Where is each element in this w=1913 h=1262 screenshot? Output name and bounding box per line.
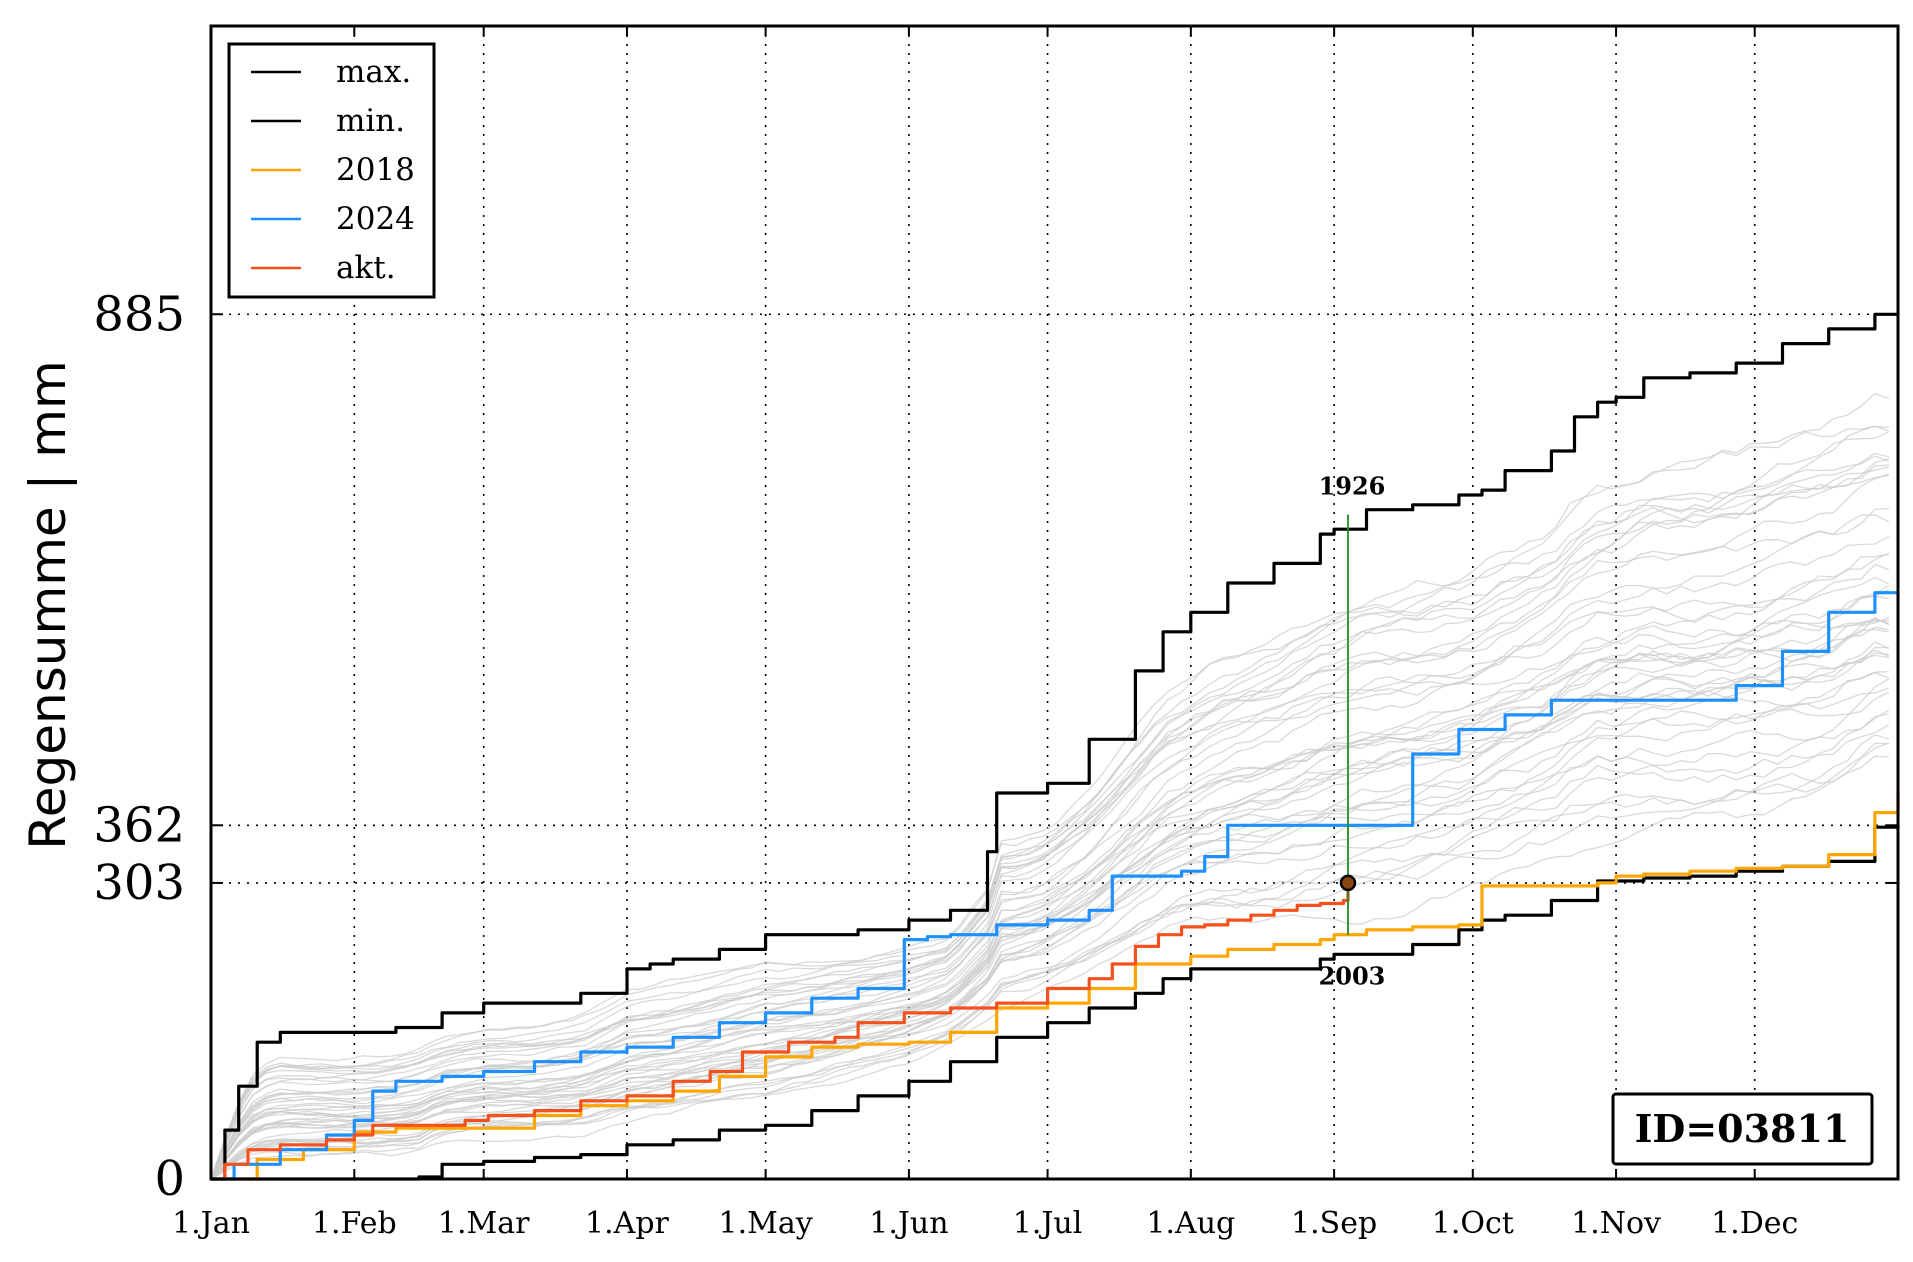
x-tick-label: 1.Jan bbox=[172, 1206, 250, 1241]
x-tick-label: 1.Sep bbox=[1291, 1206, 1377, 1241]
background-year-line bbox=[210, 536, 1890, 1180]
x-tick-label: 1.Dec bbox=[1711, 1206, 1798, 1241]
background-year-line bbox=[210, 617, 1890, 1180]
background-year-line bbox=[210, 474, 1889, 1180]
background-year-line bbox=[210, 473, 1890, 1180]
series-layer bbox=[211, 312, 1900, 1181]
x-tick-label: 1.Mar bbox=[438, 1206, 530, 1241]
x-tick-label: 1.May bbox=[719, 1206, 813, 1241]
y-tick-label: 0 bbox=[154, 1151, 185, 1207]
background-year-line bbox=[210, 742, 1889, 1180]
current-value-marker bbox=[1339, 874, 1357, 892]
tick-layer: 1.Jan 1.Feb 1.Mar 1.Apr 1.May 1.Jun 1.Jul 1.Aug… bbox=[93, 26, 1898, 1241]
background-year-line bbox=[210, 507, 1889, 1180]
background-year-line bbox=[210, 452, 1889, 1180]
background-year-line bbox=[210, 458, 1889, 1180]
background-year-line bbox=[210, 563, 1890, 1180]
x-tick-label: 1.Oct bbox=[1432, 1206, 1514, 1241]
legend-label: max. bbox=[336, 54, 411, 90]
series-line-akt bbox=[211, 882, 1350, 1181]
plot-frame bbox=[209, 24, 1900, 1181]
background-year-line bbox=[210, 734, 1889, 1180]
background-year-line bbox=[210, 617, 1890, 1180]
background-year-line bbox=[210, 616, 1890, 1180]
y-axis-label: Regensumme | mm bbox=[19, 360, 77, 849]
id-box: ID=03811 bbox=[1611, 1092, 1874, 1166]
background-year-line bbox=[210, 576, 1890, 1180]
x-tick-label: 1.Nov bbox=[1571, 1206, 1661, 1241]
series-line-2024 bbox=[211, 591, 1898, 1181]
series-line-min bbox=[211, 825, 1900, 1181]
background-year-line bbox=[210, 687, 1890, 1180]
annotation-1926: 1926 bbox=[1319, 472, 1386, 501]
legend-label: akt. bbox=[336, 250, 396, 286]
background-year-line bbox=[210, 691, 1890, 1180]
x-tick-label: 1.Jul bbox=[1013, 1206, 1083, 1241]
x-tick-label: 1.Jun bbox=[869, 1206, 948, 1241]
legend-label: min. bbox=[336, 103, 405, 139]
y-tick-label: 303 bbox=[93, 855, 185, 911]
series-line-max bbox=[211, 312, 1898, 1181]
background-year-line bbox=[210, 392, 1890, 1180]
marker-layer: 1926 2003 bbox=[1319, 472, 1386, 991]
legend: max. min. 2018 2024 akt. bbox=[227, 42, 436, 299]
background-year-line bbox=[210, 654, 1889, 1180]
y-tick-label: 885 bbox=[93, 286, 185, 342]
background-year-line bbox=[210, 724, 1890, 1180]
background-year-line bbox=[210, 626, 1889, 1180]
x-tick-label: 1.Apr bbox=[585, 1206, 669, 1241]
id-box-label: ID=03811 bbox=[1635, 1106, 1850, 1151]
annotation-2003: 2003 bbox=[1319, 962, 1386, 991]
y-tick-label: 362 bbox=[93, 797, 185, 853]
background-year-line bbox=[210, 464, 1889, 1180]
id-box-frame bbox=[1611, 1092, 1874, 1166]
legend-label: 2024 bbox=[336, 201, 415, 237]
background-year-line bbox=[210, 670, 1889, 1180]
background-year-line bbox=[210, 652, 1889, 1180]
background-year-line bbox=[210, 585, 1890, 1180]
background-year-line bbox=[210, 619, 1889, 1180]
x-tick-label: 1.Feb bbox=[312, 1206, 397, 1241]
legend-label: 2018 bbox=[336, 152, 415, 188]
background-year-line bbox=[210, 595, 1889, 1180]
x-tick-label: 1.Aug bbox=[1146, 1206, 1235, 1241]
